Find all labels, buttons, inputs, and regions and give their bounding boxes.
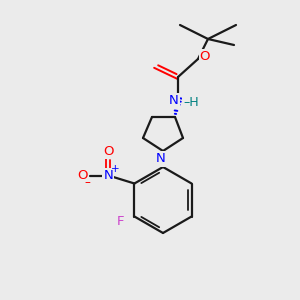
Text: O: O — [200, 50, 210, 64]
Text: O: O — [103, 145, 114, 158]
Text: N: N — [103, 169, 113, 182]
Text: –H: –H — [183, 95, 199, 109]
Text: N: N — [169, 94, 179, 107]
Text: F: F — [117, 215, 124, 228]
Text: –: – — [85, 176, 90, 189]
Text: N: N — [156, 152, 166, 166]
Text: O: O — [77, 169, 88, 182]
Text: +: + — [111, 164, 120, 175]
